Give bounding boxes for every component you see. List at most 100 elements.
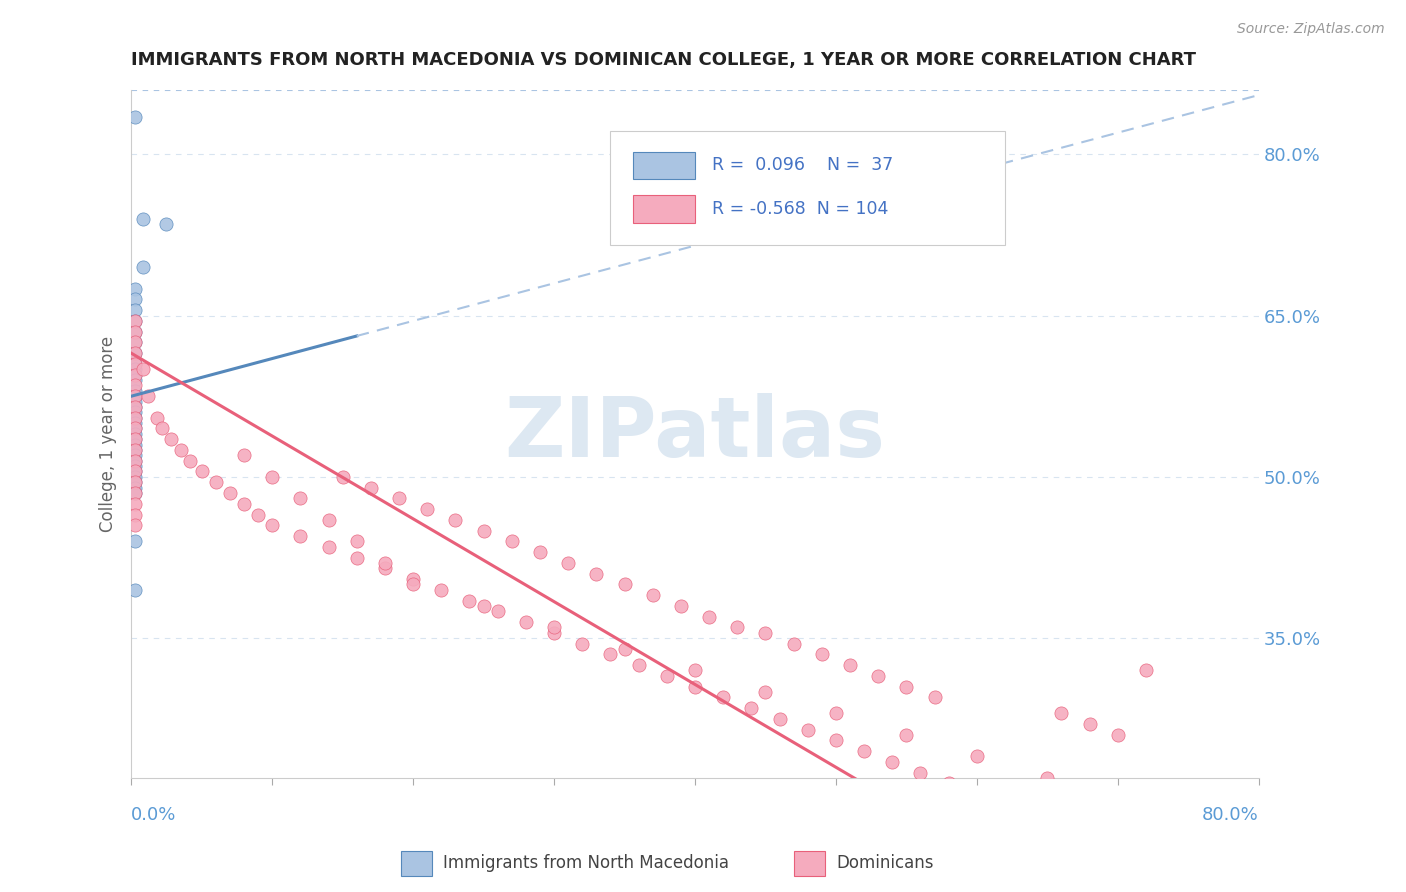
Point bbox=[124, 486, 146, 500]
Point bbox=[124, 357, 146, 371]
Point bbox=[219, 486, 242, 500]
Point bbox=[402, 572, 425, 586]
Point bbox=[124, 454, 146, 468]
Text: ZIPatlas: ZIPatlas bbox=[505, 393, 886, 475]
Point bbox=[124, 303, 146, 318]
Point bbox=[124, 416, 146, 430]
Point bbox=[543, 625, 565, 640]
Point bbox=[131, 260, 153, 274]
Point bbox=[124, 373, 146, 387]
Text: Dominicans: Dominicans bbox=[837, 855, 934, 872]
Text: R =  0.096    N =  37: R = 0.096 N = 37 bbox=[711, 156, 893, 175]
Point bbox=[124, 459, 146, 474]
Point bbox=[124, 465, 146, 479]
Point bbox=[150, 421, 173, 435]
Point bbox=[740, 701, 762, 715]
Text: 0.0%: 0.0% bbox=[131, 805, 177, 823]
Point bbox=[825, 706, 848, 721]
Y-axis label: College, 1 year or more: College, 1 year or more bbox=[100, 335, 117, 532]
Point bbox=[332, 470, 354, 484]
Point bbox=[136, 389, 159, 403]
Point bbox=[853, 744, 876, 758]
Point bbox=[124, 475, 146, 490]
Point bbox=[994, 797, 1017, 812]
Point bbox=[233, 497, 256, 511]
Point bbox=[124, 325, 146, 339]
Text: R = -0.568  N = 104: R = -0.568 N = 104 bbox=[711, 200, 889, 218]
Point bbox=[388, 491, 411, 506]
Point bbox=[124, 442, 146, 457]
Point bbox=[124, 470, 146, 484]
Point bbox=[124, 335, 146, 350]
Point bbox=[124, 400, 146, 414]
Point bbox=[124, 400, 146, 414]
Point bbox=[124, 508, 146, 522]
Point bbox=[124, 497, 146, 511]
Point bbox=[262, 518, 284, 533]
Point bbox=[910, 765, 932, 780]
Point bbox=[124, 384, 146, 398]
Point bbox=[1036, 771, 1059, 785]
Bar bbox=[633, 152, 695, 179]
Point bbox=[124, 357, 146, 371]
Point bbox=[124, 432, 146, 446]
Point bbox=[124, 410, 146, 425]
Point bbox=[145, 410, 167, 425]
Bar bbox=[633, 195, 695, 222]
Point bbox=[346, 534, 368, 549]
Point bbox=[124, 465, 146, 479]
Point bbox=[641, 588, 664, 602]
Point bbox=[124, 442, 146, 457]
Point bbox=[124, 518, 146, 533]
Point bbox=[768, 712, 790, 726]
Text: Source: ZipAtlas.com: Source: ZipAtlas.com bbox=[1237, 22, 1385, 37]
Point bbox=[124, 389, 146, 403]
Point bbox=[124, 346, 146, 360]
Point bbox=[868, 669, 890, 683]
Point bbox=[966, 787, 988, 801]
Point bbox=[896, 680, 918, 694]
Point bbox=[155, 217, 177, 231]
Text: IMMIGRANTS FROM NORTH MACEDONIA VS DOMINICAN COLLEGE, 1 YEAR OR MORE CORRELATION: IMMIGRANTS FROM NORTH MACEDONIA VS DOMIN… bbox=[131, 51, 1197, 69]
Point bbox=[683, 664, 706, 678]
Point bbox=[290, 529, 312, 543]
Point bbox=[896, 728, 918, 742]
Point bbox=[124, 437, 146, 451]
Text: Immigrants from North Macedonia: Immigrants from North Macedonia bbox=[443, 855, 728, 872]
Point bbox=[124, 486, 146, 500]
Point bbox=[169, 442, 191, 457]
Point bbox=[124, 582, 146, 597]
Point bbox=[543, 620, 565, 634]
Point bbox=[233, 448, 256, 462]
Point bbox=[124, 475, 146, 490]
Point bbox=[124, 314, 146, 328]
Point bbox=[613, 642, 636, 657]
Point bbox=[318, 540, 340, 554]
Point bbox=[124, 346, 146, 360]
Point bbox=[124, 368, 146, 382]
Point bbox=[124, 368, 146, 382]
Point bbox=[290, 491, 312, 506]
Point bbox=[124, 378, 146, 392]
Point bbox=[190, 465, 212, 479]
Point bbox=[124, 405, 146, 419]
Point bbox=[318, 513, 340, 527]
Point bbox=[924, 690, 946, 705]
Point bbox=[124, 426, 146, 441]
Point bbox=[374, 556, 396, 570]
Point bbox=[754, 625, 776, 640]
Point bbox=[124, 454, 146, 468]
Point bbox=[124, 394, 146, 409]
Point bbox=[124, 362, 146, 376]
Point bbox=[825, 733, 848, 747]
Point bbox=[711, 690, 734, 705]
Point bbox=[839, 658, 862, 673]
Point bbox=[124, 110, 146, 124]
Point bbox=[472, 524, 495, 538]
Point bbox=[1107, 792, 1129, 806]
Point bbox=[1135, 664, 1157, 678]
Point bbox=[882, 755, 904, 769]
Point bbox=[124, 282, 146, 296]
Point bbox=[124, 448, 146, 462]
Point bbox=[811, 648, 834, 662]
